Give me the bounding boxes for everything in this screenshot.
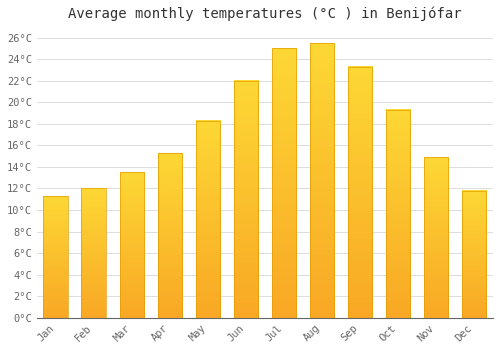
Bar	[424, 157, 448, 318]
Bar	[348, 66, 372, 318]
Bar	[386, 110, 410, 318]
Bar	[44, 196, 68, 318]
Bar	[82, 189, 106, 318]
Bar	[158, 153, 182, 318]
Bar	[234, 81, 258, 318]
Bar	[462, 191, 486, 318]
Bar	[310, 43, 334, 318]
Bar	[120, 172, 144, 318]
Bar	[196, 120, 220, 318]
Title: Average monthly temperatures (°C ) in Benijófar: Average monthly temperatures (°C ) in Be…	[68, 7, 462, 21]
Bar	[272, 48, 296, 318]
